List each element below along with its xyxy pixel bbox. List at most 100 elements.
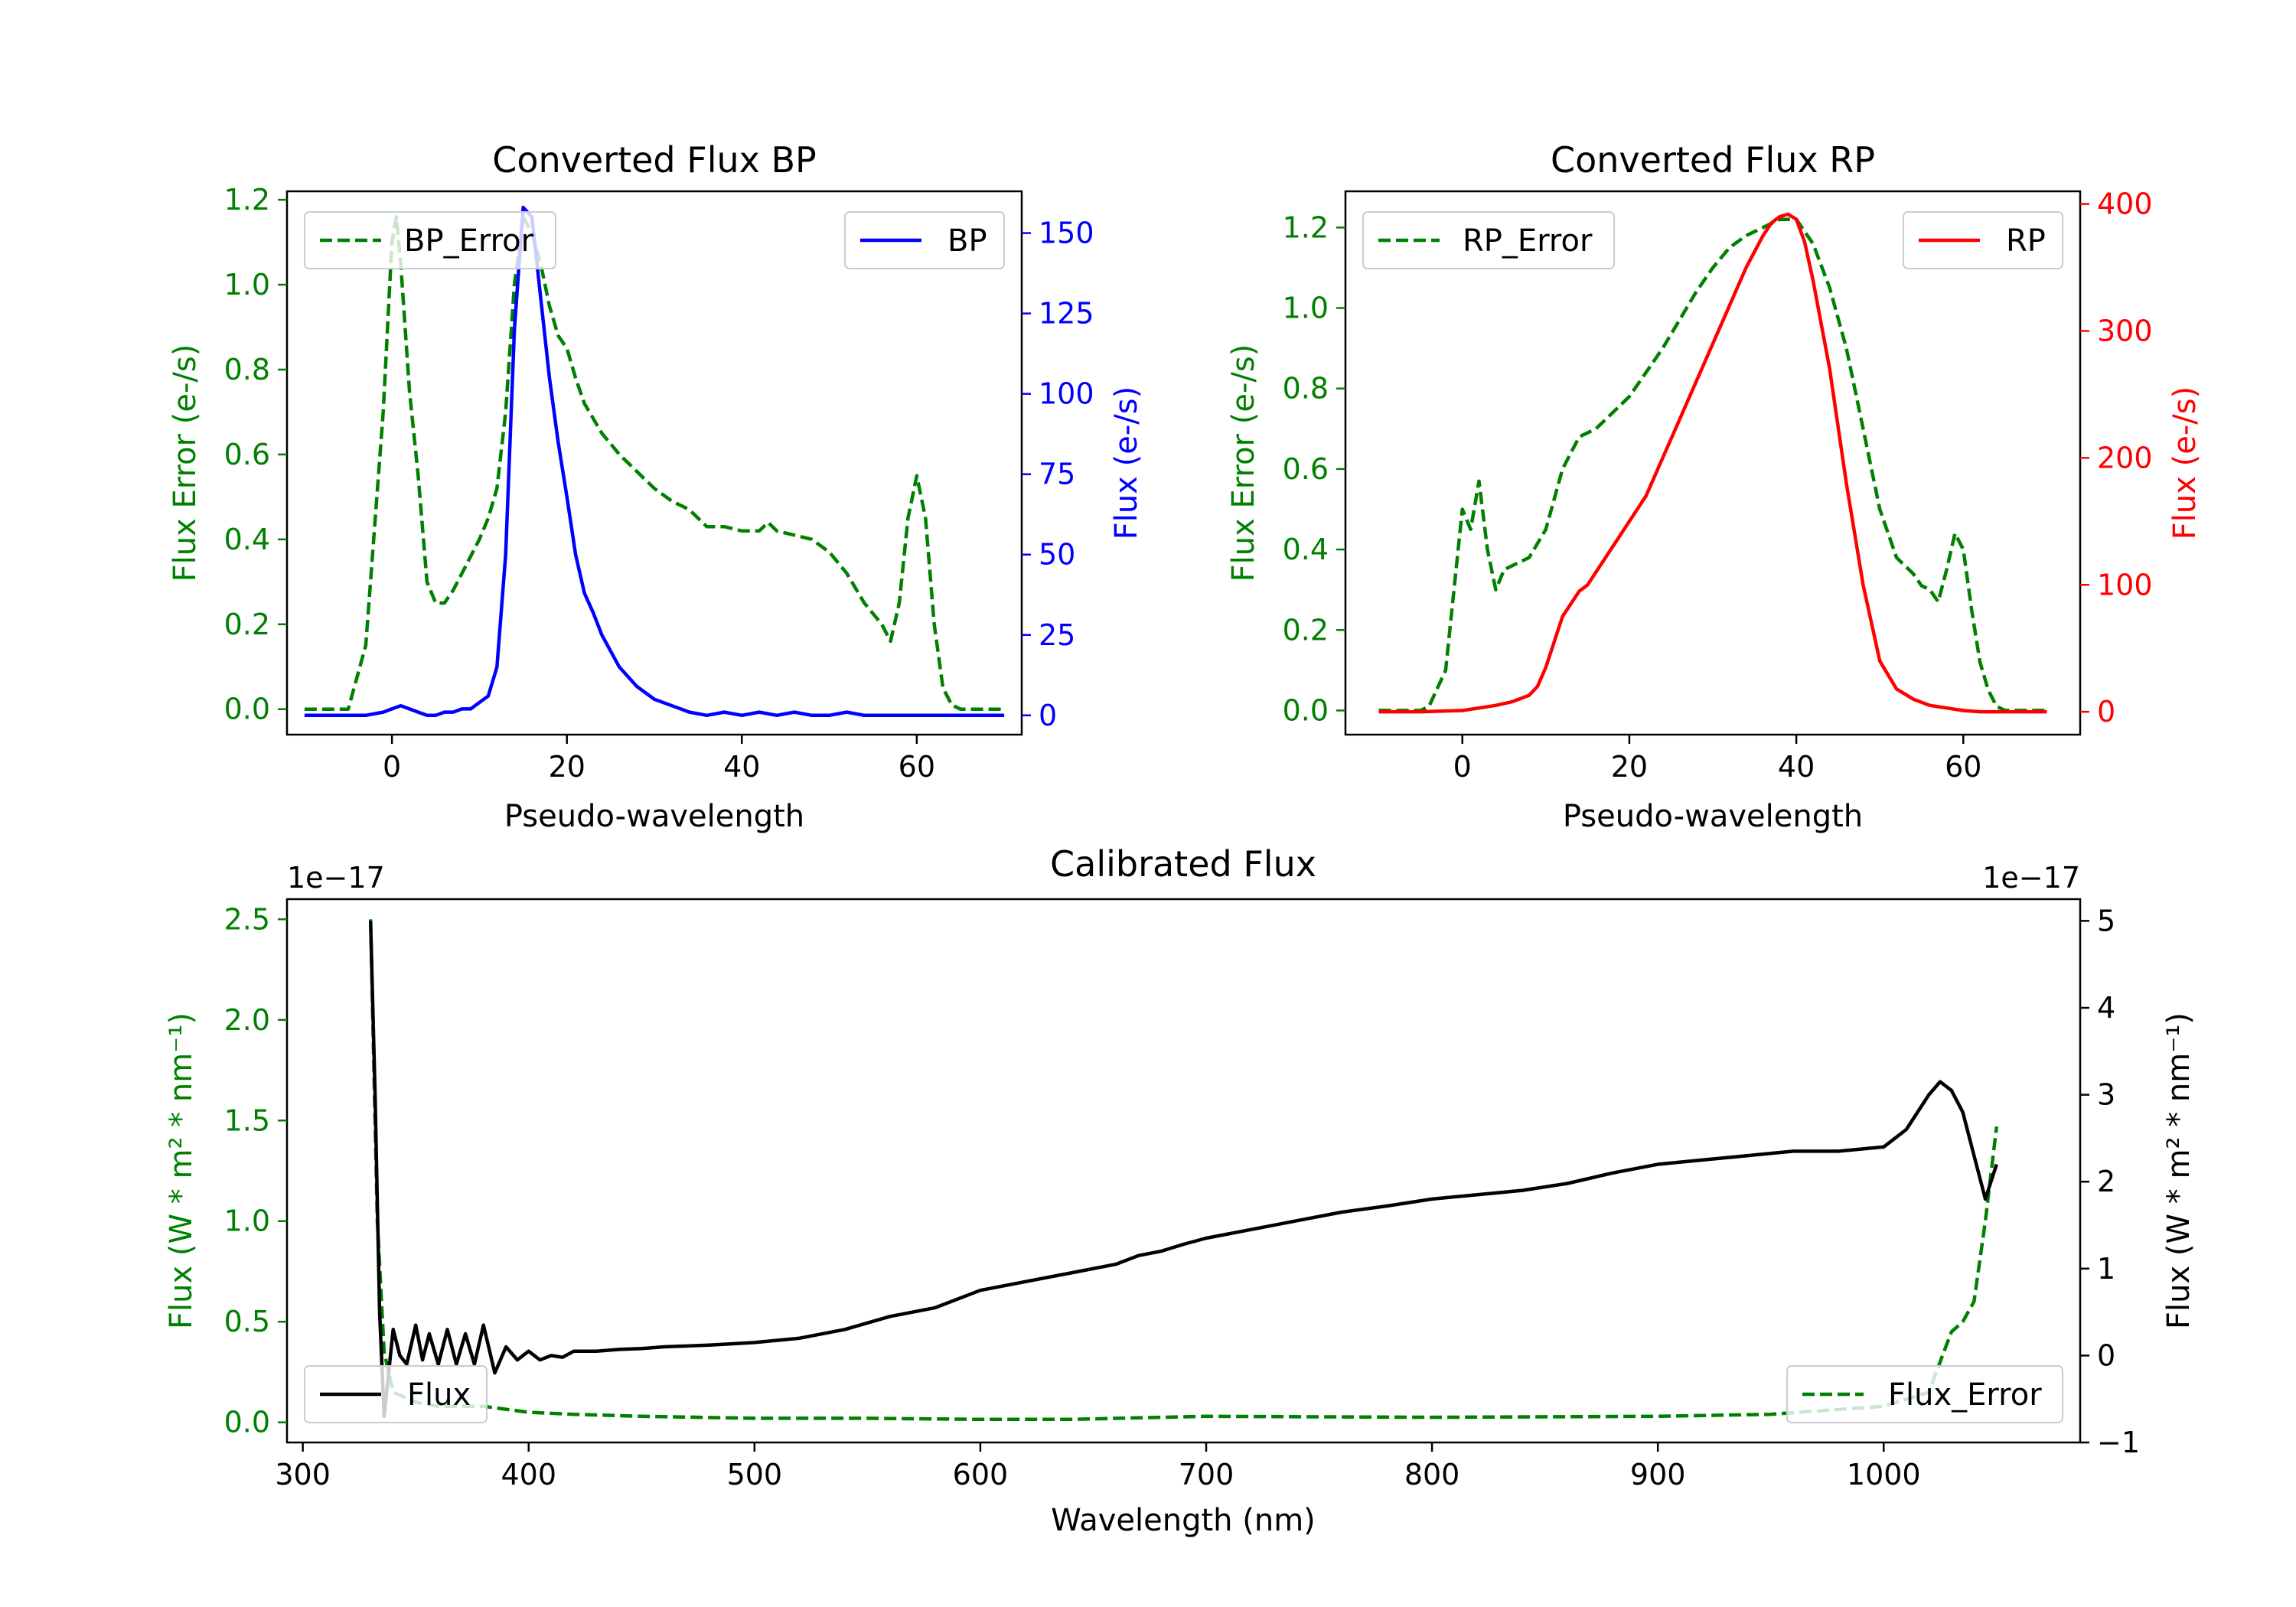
bp-left-y-tick-label: 0.2	[224, 608, 270, 641]
calibrated-left-y-tick-label: 1.0	[224, 1204, 270, 1238]
calibrated-x-axis-label: Wavelength (nm)	[1051, 1503, 1316, 1538]
calibrated-left-offset-label: 1e−17	[287, 861, 385, 895]
bp-left-y-tick-label: 0.0	[224, 693, 270, 726]
rp-right-y-tick-label: 400	[2097, 187, 2153, 221]
rp-x-tick-label: 20	[1611, 750, 1648, 784]
bp-left-y-tick-label: 0.8	[224, 353, 270, 386]
rp-left-y-tick-label: 0.4	[1283, 533, 1329, 566]
calibrated-right-y-tick-label: 0	[2097, 1338, 2115, 1372]
bp-right-y-tick-label: 125	[1039, 297, 1094, 331]
rp-series-rp-error	[1378, 217, 2047, 712]
bp-left-y-tick-label: 1.0	[224, 268, 270, 302]
bp-legend-box	[844, 211, 1005, 269]
bp-title: Converted Flux BP	[492, 139, 817, 181]
rp-x-axis-label: Pseudo-wavelength	[1563, 799, 1863, 834]
bp-right-y-tick-label: 25	[1039, 618, 1075, 652]
bp-series-bp	[304, 205, 1005, 718]
rp-left-y-tick-label: 0.0	[1283, 693, 1329, 727]
rp-x-tick-label: 0	[1453, 750, 1472, 784]
calibrated-panel: Calibrated Flux Wavelength (nm) Flux (W …	[164, 843, 2197, 1538]
rp-x-tick-label: 40	[1778, 750, 1815, 784]
rp-error-legend-box	[1362, 211, 1615, 269]
bp-right-y-tick-label: 0	[1039, 699, 1057, 732]
rp-title: Converted Flux RP	[1551, 139, 1875, 181]
calibrated-x-tick-label: 300	[275, 1458, 331, 1491]
rp-legend-box	[1903, 211, 2063, 269]
calibrated-x-tick-label: 500	[727, 1458, 783, 1491]
calibrated-left-y-tick-label: 1.5	[224, 1103, 270, 1137]
bp-x-tick-label: 40	[723, 750, 760, 784]
calibrated-error-legend-label: Flux_Error	[1888, 1377, 2042, 1413]
bp-right-axis-label: Flux (e-/s)	[1109, 386, 1144, 539]
calibrated-left-axis-label: Flux (W * m² * nm⁻¹)	[164, 1012, 199, 1329]
bp-legend-label: BP	[947, 223, 987, 259]
calibrated-flux-legend-box	[304, 1365, 488, 1423]
rp-plot-frame	[1344, 190, 2082, 736]
bp-series-bp-error	[304, 215, 1005, 711]
bp-panel: Converted Flux BP Pseudo-wavelength Flux…	[168, 139, 1144, 834]
calibrated-x-tick-label: 700	[1179, 1458, 1234, 1491]
rp-left-y-tick-label: 0.2	[1283, 613, 1329, 647]
calibrated-left-y-tick-label: 0.0	[224, 1406, 270, 1439]
rp-left-axis-label: Flux Error (e-/s)	[1226, 344, 1261, 582]
calibrated-series-flux	[368, 921, 1998, 1419]
calibrated-left-y-tick-label: 0.5	[224, 1305, 270, 1338]
bp-error-legend-label: BP_Error	[404, 223, 534, 259]
rp-right-y-tick-label: 100	[2097, 568, 2153, 601]
bp-error-legend: BP_Error	[304, 211, 556, 269]
calibrated-x-tick-label: 800	[1404, 1458, 1460, 1491]
calibrated-right-y-tick-label: 1	[2097, 1252, 2115, 1286]
calibrated-right-y-tick-label: 4	[2097, 991, 2115, 1025]
rp-x-tick-label: 60	[1945, 750, 1981, 784]
calibrated-left-y-tick-label: 2.0	[224, 1003, 270, 1037]
rp-left-y-tick-label: 0.6	[1283, 452, 1329, 486]
calibrated-right-y-tick-label: 5	[2097, 904, 2115, 937]
bp-right-y-tick-label: 150	[1039, 217, 1094, 250]
calibrated-series-flux-error	[368, 919, 1999, 1422]
bp-left-y-tick-label: 1.2	[224, 183, 270, 217]
rp-error-legend: RP_Error	[1362, 211, 1615, 269]
bp-x-tick-label: 20	[549, 750, 585, 784]
bp-error-legend-box	[304, 211, 556, 269]
bp-legend: BP	[844, 211, 1005, 269]
bp-x-tick-label: 60	[899, 750, 935, 784]
calibrated-x-tick-label: 1000	[1847, 1458, 1921, 1491]
rp-right-y-tick-label: 300	[2097, 314, 2153, 347]
bp-left-axis-label: Flux Error (e-/s)	[168, 344, 203, 582]
calibrated-x-tick-label: 400	[501, 1458, 556, 1491]
rp-right-axis-label: Flux (e-/s)	[2167, 386, 2203, 539]
rp-left-y-tick-label: 1.2	[1283, 210, 1329, 244]
rp-legend-label: RP	[2006, 223, 2046, 259]
calibrated-right-axis-label: Flux (W * m² * nm⁻¹)	[2161, 1012, 2197, 1329]
calibrated-flux-legend: Flux	[304, 1365, 488, 1423]
calibrated-flux-legend-label: Flux	[407, 1377, 471, 1413]
calibrated-error-legend: Flux_Error	[1786, 1365, 2063, 1423]
bp-right-y-tick-label: 100	[1039, 377, 1094, 411]
bp-left-y-tick-label: 0.6	[224, 438, 270, 471]
rp-legend: RP	[1903, 211, 2063, 269]
calibrated-right-offset-label: 1e−17	[1982, 861, 2080, 895]
rp-left-y-tick-label: 0.8	[1283, 372, 1329, 406]
rp-panel: Converted Flux RP Pseudo-wavelength Flux…	[1226, 139, 2203, 834]
calibrated-title: Calibrated Flux	[1050, 843, 1316, 885]
calibrated-x-tick-label: 600	[953, 1458, 1009, 1491]
calibrated-right-y-tick-label: 2	[2097, 1165, 2115, 1198]
calibrated-x-tick-label: 900	[1630, 1458, 1686, 1491]
calibrated-right-y-tick-label: 3	[2097, 1078, 2115, 1112]
rp-series-rp	[1378, 212, 2047, 714]
rp-right-y-tick-label: 0	[2097, 695, 2115, 729]
bp-plot-frame	[285, 190, 1023, 736]
rp-left-y-tick-label: 1.0	[1283, 292, 1329, 325]
rp-error-legend-label: RP_Error	[1463, 223, 1593, 259]
bp-right-y-tick-label: 50	[1039, 538, 1075, 572]
calibrated-right-y-tick-label: −1	[2097, 1426, 2140, 1459]
bp-x-tick-label: 0	[383, 750, 401, 784]
bp-right-y-tick-label: 75	[1039, 458, 1075, 491]
calibrated-left-y-tick-label: 2.5	[224, 902, 270, 936]
rp-right-y-tick-label: 200	[2097, 441, 2153, 474]
calibrated-plot-frame	[285, 898, 2082, 1444]
bp-left-y-tick-label: 0.4	[224, 523, 270, 556]
calibrated-error-legend-box	[1786, 1365, 2063, 1423]
bp-x-axis-label: Pseudo-wavelength	[504, 799, 804, 834]
